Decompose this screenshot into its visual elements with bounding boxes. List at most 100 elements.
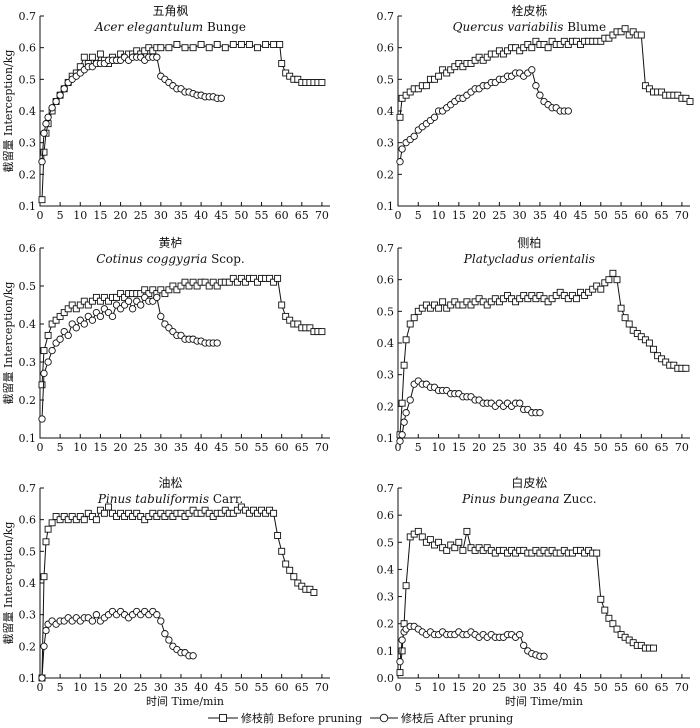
y-tick-label: 0.5 — [377, 73, 395, 86]
data-point-circle — [398, 145, 406, 153]
y-axis-label: 截留量 Interception/kg — [1, 50, 15, 173]
data-point-square — [40, 573, 48, 581]
x-tick-label: 45 — [574, 209, 588, 222]
y-tick-label: 0.6 — [377, 42, 395, 55]
y-tick-label: 0.2 — [377, 168, 395, 181]
data-point-square — [605, 614, 613, 622]
y-tick-label: 0.7 — [19, 482, 37, 495]
legend-after-marker — [379, 713, 389, 723]
data-point-circle — [396, 658, 404, 666]
data-point-square — [621, 25, 629, 33]
x-tick-label: 0 — [37, 209, 44, 222]
x-tick-label: 70 — [315, 441, 329, 454]
y-tick-label: 0.1 — [19, 432, 37, 445]
x-tick-label: 55 — [255, 209, 269, 222]
panel-title-cn: 五角枫 — [152, 3, 188, 18]
data-point-square — [100, 293, 108, 301]
data-point-circle — [157, 617, 165, 625]
panel-title-cn: 栓皮栎 — [511, 3, 547, 18]
data-point-circle — [92, 611, 101, 619]
data-point-square — [245, 41, 253, 48]
series-line — [399, 380, 540, 442]
y-tick-label: 0.3 — [19, 356, 37, 369]
x-tick-label: 50 — [234, 209, 248, 222]
legend-after-label: 修枝后 After pruning — [401, 711, 513, 725]
x-tick-label: 0 — [395, 209, 402, 222]
x-tick-label: 5 — [415, 209, 422, 222]
data-point-square — [597, 595, 605, 603]
data-point-circle — [88, 316, 97, 324]
panel-acer-series-after — [38, 53, 225, 166]
data-point-square — [274, 274, 282, 282]
data-point-square — [270, 509, 278, 517]
data-point-square — [205, 44, 213, 52]
data-point-square — [161, 290, 169, 298]
y-tick-label: 0.2 — [377, 400, 395, 413]
panel-title-latin: Acer elegantulum Bunge — [94, 20, 246, 34]
x-tick-label: 30 — [154, 681, 168, 694]
data-point-circle — [88, 617, 97, 625]
species-author: Blume — [563, 20, 606, 34]
data-point-circle — [40, 369, 48, 378]
panel-pinus-bungeana: 0.0 0.1 0.2 0.3 0.4 0.5 0.6 0.7 0 5 10 15 20 25 30 35 40… — [377, 475, 690, 708]
x-tick-label: 10 — [73, 441, 87, 454]
y-tick-label: 0.5 — [19, 280, 37, 293]
data-point-square — [92, 293, 100, 301]
data-point-square — [593, 549, 601, 557]
data-point-square — [105, 297, 112, 305]
x-tick-label: 20 — [114, 681, 128, 694]
data-point-square — [201, 278, 209, 286]
data-point-square — [225, 278, 233, 286]
x-tick-label: 70 — [315, 209, 329, 222]
data-point-square — [402, 582, 410, 590]
data-point-square — [229, 274, 237, 282]
data-point-circle — [40, 129, 48, 137]
data-point-circle — [44, 113, 52, 121]
data-point-circle — [430, 113, 439, 121]
y-tick-label: 0.5 — [19, 545, 37, 558]
panel-cotinus: 0.1 0.2 0.3 0.4 0.5 0.6 0 5 10 15 20 25 30 35 40 45 50 55… — [1, 236, 330, 454]
data-point-square — [613, 276, 621, 284]
data-point-square — [105, 503, 112, 511]
panel-pinus-bungeana-series-before — [396, 527, 657, 677]
x-tick-label: 65 — [655, 441, 669, 454]
data-point-square — [38, 381, 46, 389]
x-tick-label: 60 — [634, 441, 648, 454]
data-point-square — [92, 516, 100, 524]
x-tick-label: 60 — [634, 681, 648, 694]
data-point-circle — [48, 104, 56, 112]
data-point-circle — [217, 94, 225, 102]
panel-platycladus: 0.1 0.2 0.3 0.4 0.5 0.6 0.7 0 5 10 15 20 25 30 35 40 45 5… — [377, 235, 690, 454]
x-tick-label: 15 — [93, 441, 107, 454]
x-tick-label: 15 — [452, 681, 466, 694]
data-point-square — [44, 525, 52, 533]
data-point-circle — [396, 437, 404, 445]
species-author: Zucc. — [559, 492, 596, 506]
x-tick-label: 20 — [472, 441, 486, 454]
y-tick-label: 0.4 — [377, 337, 395, 350]
data-point-square — [96, 297, 104, 305]
data-point-square — [435, 304, 443, 312]
series-line — [41, 296, 218, 420]
x-tick-label: 10 — [432, 681, 446, 694]
data-point-square — [418, 533, 426, 541]
data-point-square — [398, 647, 406, 655]
data-point-square — [282, 560, 290, 568]
x-tick-label: 45 — [214, 209, 228, 222]
data-point-square — [72, 305, 80, 313]
y-tick-label: 0.7 — [377, 482, 395, 495]
data-point-square — [96, 50, 104, 58]
x-tick-label: 35 — [174, 209, 188, 222]
y-tick-label: 0.1 — [19, 672, 37, 685]
data-point-square — [400, 361, 408, 369]
y-tick-label: 0.6 — [377, 274, 395, 287]
data-point-square — [274, 532, 282, 539]
x-tick-label: 25 — [492, 681, 506, 694]
x-tick-label: 20 — [114, 441, 128, 454]
panel-title-latin: Pinus bungeana Zucc. — [461, 492, 596, 506]
data-point-circle — [410, 132, 418, 140]
data-point-square — [42, 538, 50, 546]
x-tick-label: 5 — [57, 681, 64, 694]
data-point-square — [250, 274, 257, 282]
